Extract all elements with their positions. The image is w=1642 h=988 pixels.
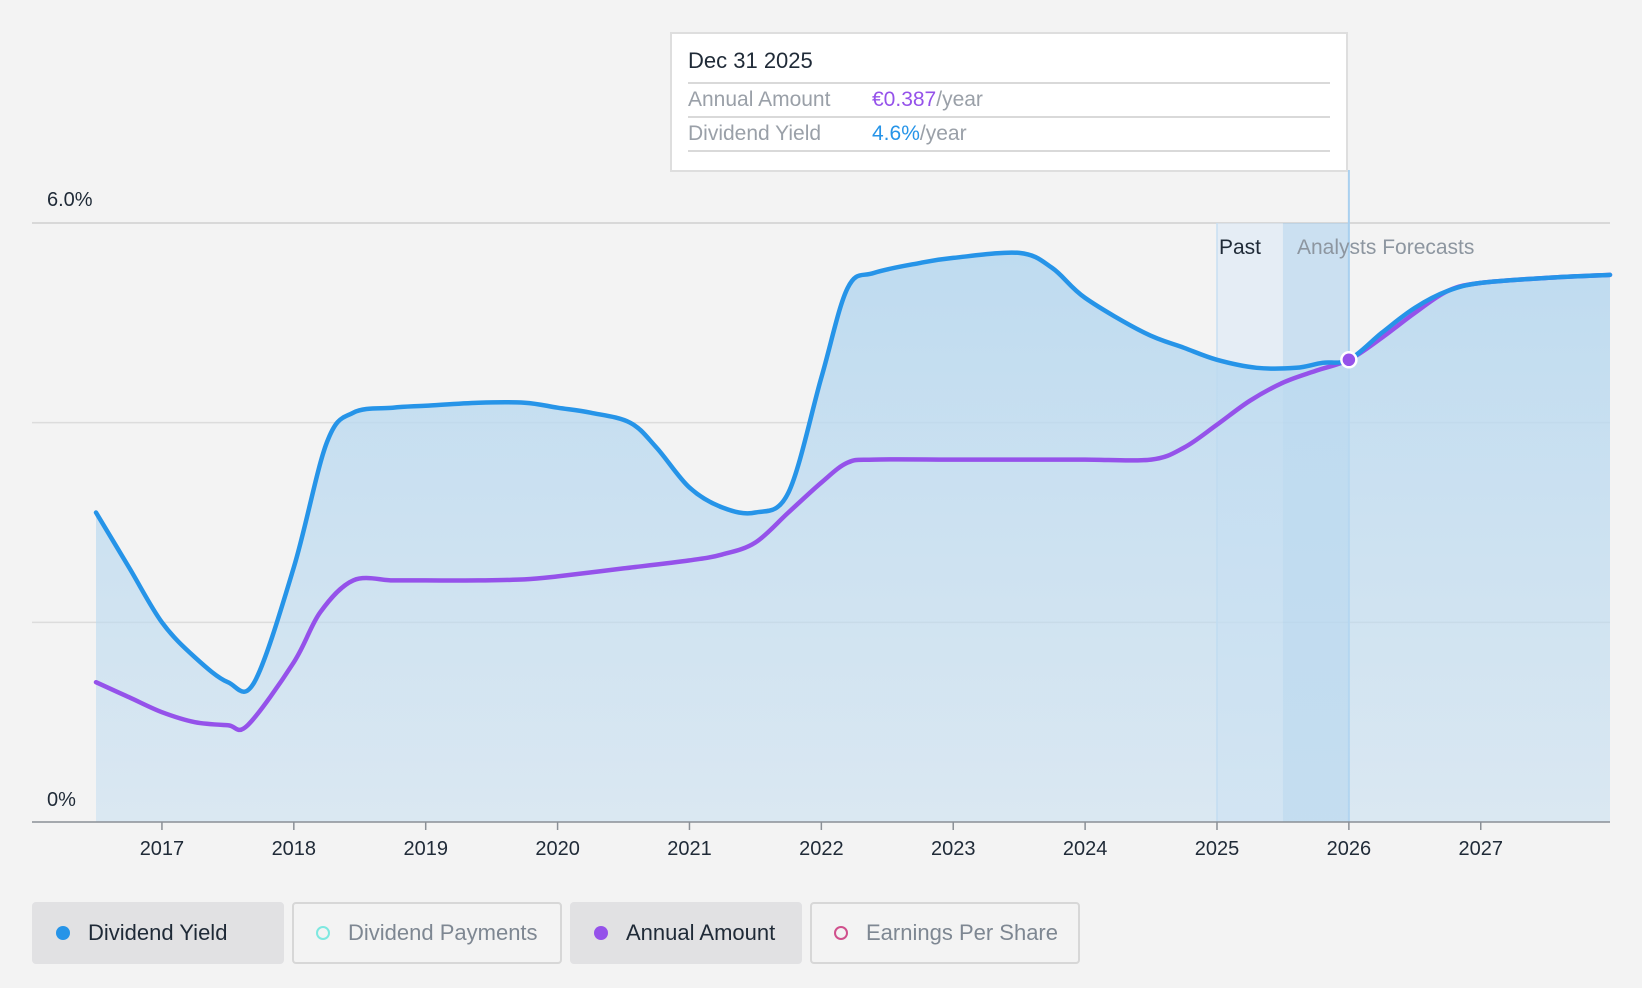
x-tick-label: 2025 <box>1195 838 1240 860</box>
tooltip-date: Dec 31 2025 <box>688 46 1330 84</box>
x-tick-label: 2019 <box>403 838 448 860</box>
forecast-label: Analysts Forecasts <box>1297 236 1474 259</box>
tooltip-row-dividend-yield: Dividend Yield 4.6%/year <box>688 118 1330 152</box>
filled-circle-icon <box>594 926 608 940</box>
hollow-circle-icon <box>316 926 330 940</box>
y-tick-label-bottom: 0% <box>47 789 76 811</box>
dividend-yield-area <box>96 252 1610 822</box>
legend-label: Earnings Per Share <box>866 920 1058 945</box>
legend-label: Annual Amount <box>626 920 776 945</box>
legend-dividend-yield-button[interactable]: Dividend Yield <box>32 902 284 964</box>
legend-label: Dividend Payments <box>348 920 538 945</box>
tooltip-value: 4.6% <box>872 122 920 145</box>
legend-label: Dividend Yield <box>88 920 228 945</box>
hollow-circle-icon <box>834 926 848 940</box>
dividend-yield-line <box>93 250 1613 694</box>
x-tick-label: 2017 <box>140 838 185 860</box>
tooltip-value: €0.387 <box>872 88 937 111</box>
x-tick-label: 2018 <box>272 838 317 860</box>
hover-tooltip: Dec 31 2025 Annual Amount €0.387/year Div… <box>670 32 1348 172</box>
x-tick-label: 2027 <box>1459 838 1504 860</box>
filled-circle-icon <box>56 926 70 940</box>
series-layer <box>93 250 1613 822</box>
x-tick-label: 2022 <box>799 838 844 860</box>
tooltip-label: Dividend Yield <box>688 122 822 145</box>
tooltip-unit: /year <box>919 122 967 145</box>
x-tick-label: 2026 <box>1327 838 1372 860</box>
past-label: Past <box>1219 236 1261 259</box>
legend-annual-amount-button[interactable]: Annual Amount <box>570 902 802 964</box>
tooltip-row-annual-amount: Annual Amount €0.387/year <box>688 84 1330 118</box>
tooltip-label: Annual Amount <box>688 88 831 111</box>
x-axis: 2017 2018 2019 2020 2021 2022 2023 2024 2025 2026… <box>32 821 1610 860</box>
cursor-markers <box>1340 351 1358 369</box>
x-tick-label: 2020 <box>535 838 580 860</box>
cursor-point-marker <box>1340 351 1358 369</box>
x-tick-label: 2023 <box>931 838 976 860</box>
legend-earnings-per-share-button[interactable]: Earnings Per Share <box>810 902 1080 964</box>
legend-dividend-payments-button[interactable]: Dividend Payments <box>292 902 562 964</box>
y-tick-label-top: 6.0% <box>47 189 93 211</box>
tooltip-unit: /year <box>936 88 983 111</box>
x-tick-label: 2024 <box>1063 838 1108 860</box>
x-tick-label: 2021 <box>667 838 712 860</box>
